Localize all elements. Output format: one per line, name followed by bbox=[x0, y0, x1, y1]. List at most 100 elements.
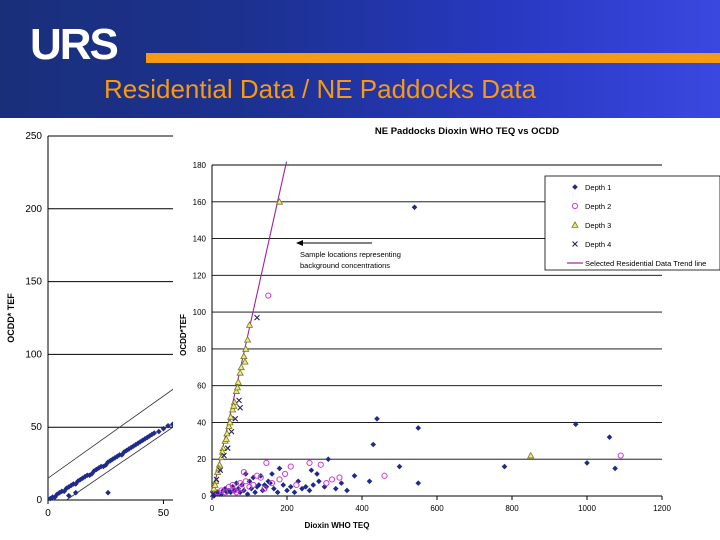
data-point-depth-2 bbox=[253, 472, 261, 479]
left-y-tick-label: 150 bbox=[25, 277, 42, 288]
annotation-arrowhead bbox=[296, 240, 303, 246]
ne-paddocks-chart: NE Paddocks Dioxin WHO TEQ vs OCDD 0 20 40 6… bbox=[179, 126, 720, 530]
left-x-tick-label: 50 bbox=[158, 508, 170, 519]
slide-title: Residential Data / NE Paddocks Data bbox=[104, 74, 537, 104]
data-point-depth-1 bbox=[338, 480, 345, 486]
data-point-depth-4 bbox=[217, 467, 224, 474]
left-x-tick-label: 0 bbox=[45, 508, 51, 519]
left-data-point bbox=[128, 444, 134, 451]
data-point-depth-2 bbox=[265, 292, 272, 299]
data-point-depth-1 bbox=[606, 434, 613, 440]
data-point-depth-2 bbox=[293, 481, 300, 489]
data-point-depth-3 bbox=[232, 387, 241, 394]
data-point-depth-3 bbox=[228, 405, 237, 413]
data-point-depth-1 bbox=[276, 465, 283, 472]
data-point-depth-2 bbox=[261, 485, 268, 492]
data-point-depth-4 bbox=[232, 415, 239, 422]
data-point-depth-4 bbox=[254, 314, 260, 321]
data-point-depth-2 bbox=[237, 480, 244, 487]
data-point-depth-4 bbox=[224, 445, 231, 452]
data-point-depth-2 bbox=[381, 472, 388, 479]
left-data-point bbox=[126, 446, 132, 452]
residential-chart: 0 50 100 150 200 250 0 50 OCDD* TEF bbox=[6, 131, 176, 519]
data-point-depth-1 bbox=[224, 489, 230, 496]
data-point-depth-1 bbox=[280, 482, 287, 488]
data-point-depth-1 bbox=[244, 491, 251, 497]
data-point-depth-1 bbox=[325, 456, 332, 463]
legend-label: Depth 4 bbox=[585, 240, 611, 249]
data-point-depth-4 bbox=[236, 397, 242, 404]
data-point-depth-3 bbox=[227, 413, 235, 420]
left-data-point bbox=[119, 452, 125, 458]
legend-marker bbox=[571, 221, 579, 228]
slide-header: URS Residential Data / NE Paddocks Data bbox=[0, 0, 720, 118]
data-point-depth-3 bbox=[527, 451, 535, 459]
data-point-depth-3 bbox=[230, 402, 238, 409]
data-point-depth-4 bbox=[213, 476, 220, 483]
left-y-tick-label: 200 bbox=[25, 204, 42, 215]
left-data-point bbox=[82, 473, 88, 480]
y-tick-label: 60 bbox=[197, 382, 206, 391]
left-y-tick-label: 0 bbox=[36, 495, 42, 506]
data-point-depth-2 bbox=[240, 468, 247, 476]
data-point-depth-3 bbox=[211, 481, 219, 488]
left-data-point bbox=[105, 459, 111, 465]
data-point-depth-1 bbox=[351, 472, 358, 479]
left-data-point bbox=[169, 421, 176, 428]
data-point-depth-3 bbox=[222, 435, 230, 442]
left-y-axis-label: OCDD* TEF bbox=[6, 293, 16, 343]
left-data-point bbox=[105, 489, 111, 496]
data-point-depth-1 bbox=[271, 485, 277, 492]
left-data-point bbox=[79, 475, 86, 481]
left-data-point bbox=[142, 436, 148, 442]
left-data-point bbox=[47, 495, 54, 502]
data-point-depth-2 bbox=[287, 463, 294, 470]
data-point-depth-2 bbox=[268, 480, 276, 487]
data-point-depth-2 bbox=[617, 452, 624, 459]
legend-label: Depth 3 bbox=[585, 221, 611, 230]
y-tick-label: 140 bbox=[193, 235, 207, 244]
legend-label: Depth 1 bbox=[585, 183, 611, 192]
data-point-depth-3 bbox=[275, 197, 284, 205]
data-point-depth-2 bbox=[263, 459, 270, 466]
data-point-depth-2 bbox=[229, 481, 236, 489]
data-point-depth-3 bbox=[242, 345, 250, 352]
data-point-depth-4 bbox=[237, 404, 244, 411]
left-data-point bbox=[52, 494, 58, 500]
data-point-depth-2 bbox=[246, 483, 253, 490]
data-point-depth-1 bbox=[366, 478, 373, 485]
data-point-depth-2 bbox=[231, 487, 238, 494]
x-tick-label: 1200 bbox=[653, 504, 671, 513]
x-tick-label: 1000 bbox=[578, 504, 596, 513]
left-data-point bbox=[65, 492, 72, 499]
data-point-depth-3 bbox=[245, 321, 254, 328]
annotation-text: Sample locations representing bbox=[300, 250, 401, 259]
data-point-depth-1 bbox=[284, 487, 290, 494]
accent-bar bbox=[146, 53, 720, 63]
data-point-depth-4 bbox=[209, 491, 216, 498]
x-tick-label: 200 bbox=[280, 504, 294, 513]
data-point-depth-3 bbox=[226, 418, 234, 426]
data-point-depth-1 bbox=[295, 478, 302, 485]
y-tick-label: 40 bbox=[197, 418, 206, 427]
data-point-depth-1 bbox=[308, 467, 315, 474]
data-point-depth-1 bbox=[332, 485, 339, 492]
data-point-depth-2 bbox=[257, 474, 264, 481]
data-point-depth-1 bbox=[316, 478, 322, 485]
data-point-depth-2 bbox=[306, 459, 313, 466]
data-point-depth-1 bbox=[274, 489, 281, 496]
data-point-depth-2 bbox=[233, 489, 240, 496]
y-tick-label: 100 bbox=[193, 308, 207, 317]
left-data-point bbox=[61, 488, 67, 495]
left-data-point bbox=[146, 433, 153, 439]
legend-marker bbox=[572, 184, 578, 190]
left-data-point bbox=[151, 430, 158, 436]
y-tick-label: 20 bbox=[197, 455, 206, 464]
left-data-point bbox=[135, 440, 141, 447]
left-y-tick-label: 100 bbox=[25, 349, 42, 360]
data-point-depth-1 bbox=[374, 415, 380, 422]
left-data-point bbox=[114, 453, 121, 460]
data-point-depth-3 bbox=[210, 484, 218, 492]
left-data-point bbox=[149, 431, 155, 438]
